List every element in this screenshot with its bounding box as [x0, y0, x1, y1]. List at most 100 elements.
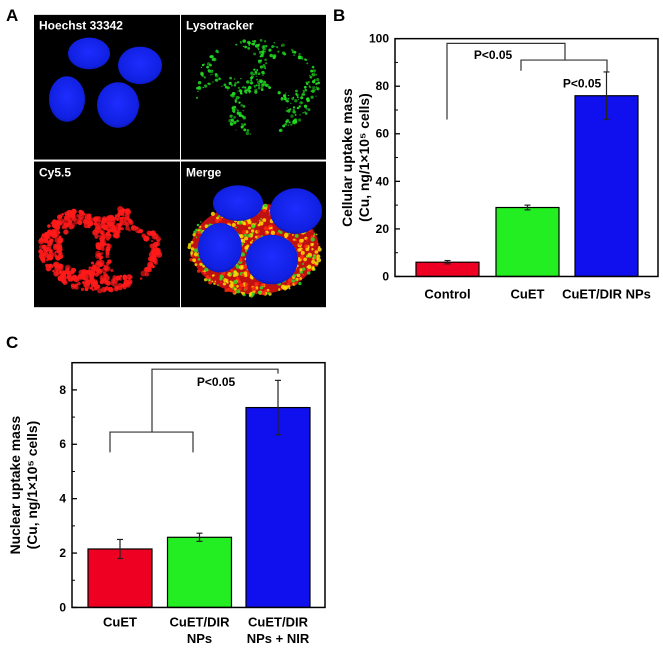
colocalization-dot: [193, 248, 198, 253]
colocalization-dot: [260, 283, 264, 287]
lysosome-dot: [284, 122, 288, 126]
cy55-signal: [119, 216, 124, 221]
lysosome-dot: [230, 84, 233, 87]
lysosome-dot: [206, 62, 211, 66]
lysosome-dot: [313, 78, 316, 82]
colocalization-dot: [195, 228, 198, 232]
colocalization-dot: [266, 231, 269, 234]
colocalization-dot: [292, 274, 297, 278]
panel-label-b: B: [333, 6, 345, 25]
lysosome-dot: [221, 85, 223, 88]
cy55-signal: [46, 267, 51, 272]
colocalization-dot: [257, 290, 262, 295]
lysosome-dot: [297, 118, 302, 122]
colocalization-dot: [266, 288, 270, 292]
category-label-0: CuET: [103, 614, 137, 629]
cy55-signal: [58, 235, 62, 238]
cy55-signal: [76, 214, 80, 218]
colocalization-dot: [204, 278, 208, 282]
colocalization-dot: [251, 239, 254, 242]
colocalization-dot: [190, 247, 195, 251]
lysosome-dot: [283, 96, 287, 101]
colocalization-dot: [249, 241, 253, 244]
cy55-signal: [125, 225, 130, 231]
lysosome-dot: [203, 84, 208, 88]
cy55-signal: [152, 233, 159, 240]
lysosome-dot: [297, 55, 301, 59]
colocalization-dot: [213, 282, 216, 285]
lysosome-dot: [303, 93, 306, 96]
lysosome-dot: [277, 91, 281, 95]
image-lysotracker: [181, 14, 326, 160]
cy55-signal: [84, 287, 89, 292]
colocalization-dot: [307, 264, 312, 270]
colocalization-dot: [248, 226, 251, 230]
colocalization-dot: [312, 266, 315, 269]
cy55-signal: [83, 284, 87, 288]
lysosome-dot: [236, 109, 239, 112]
nucleus: [68, 37, 110, 70]
lysosome-dot: [244, 89, 248, 93]
lysosome-dot: [292, 106, 296, 109]
lysosome-dot: [277, 50, 280, 53]
cy55-signal: [67, 275, 71, 278]
colocalization-dot: [262, 218, 267, 222]
lysosome-dot: [292, 108, 295, 111]
lysosome-dot: [260, 86, 263, 89]
colocalization-dot: [192, 233, 196, 237]
lysosome-dot: [265, 83, 270, 88]
colocalization-dot: [276, 232, 280, 235]
lysosome-dot: [259, 56, 261, 58]
lysosome-dot: [257, 47, 259, 50]
lysosome-dot: [286, 107, 288, 109]
cy55-signal: [115, 222, 121, 229]
colocalization-dot: [204, 224, 209, 229]
cy55-signal: [139, 228, 143, 233]
lysosome-dot: [265, 45, 268, 48]
nucleus: [49, 76, 85, 122]
colocalization-dot: [240, 252, 245, 257]
colocalization-dot: [247, 233, 251, 238]
lysosome-dot: [288, 109, 290, 111]
lysosome-dot: [259, 51, 262, 54]
lysosome-dot: [239, 91, 243, 95]
lysosome-dot: [237, 86, 241, 90]
colocalization-dot: [316, 254, 321, 259]
cy55-signal: [50, 221, 54, 225]
colocalization-dot: [270, 230, 276, 235]
lysosome-dot: [273, 57, 275, 59]
colocalization-dot: [243, 233, 247, 237]
cy55-signal: [47, 263, 52, 267]
y-axis-label: (Cu, ng/1×10⁵ cells): [356, 93, 372, 222]
lysosome-dot: [198, 87, 202, 91]
cy55-signal: [93, 264, 100, 271]
cy55-signal: [86, 273, 93, 279]
colocalization-dot: [294, 279, 297, 282]
lysosome-dot: [293, 110, 297, 114]
colocalization-dot: [189, 257, 193, 262]
lysosome-dot: [229, 76, 233, 80]
plot-frame: [71, 361, 326, 609]
lysosome-dot: [211, 69, 214, 72]
lysosome-dot: [256, 78, 259, 81]
colocalization-dot: [243, 222, 246, 226]
cy55-signal: [58, 243, 62, 247]
lysosome-dot: [303, 104, 308, 108]
lysosome-dot: [248, 92, 251, 94]
colocalization-dot: [241, 242, 244, 246]
lysosome-dot: [208, 82, 211, 86]
cy55-signal: [97, 288, 103, 294]
cy55-signal: [91, 288, 95, 292]
colocalization-dot: [310, 242, 314, 247]
lysosome-dot: [268, 86, 271, 89]
colocalization-dot: [242, 229, 247, 234]
colocalization-dot: [236, 284, 239, 288]
cy55-signal: [118, 210, 122, 214]
colocalization-dot: [194, 263, 198, 266]
colocalization-dot: [232, 290, 236, 294]
lysosome-dot: [308, 99, 310, 102]
cy55-signal: [129, 281, 133, 285]
cy55-signal: [57, 231, 61, 234]
lysosome-dot: [258, 43, 260, 45]
